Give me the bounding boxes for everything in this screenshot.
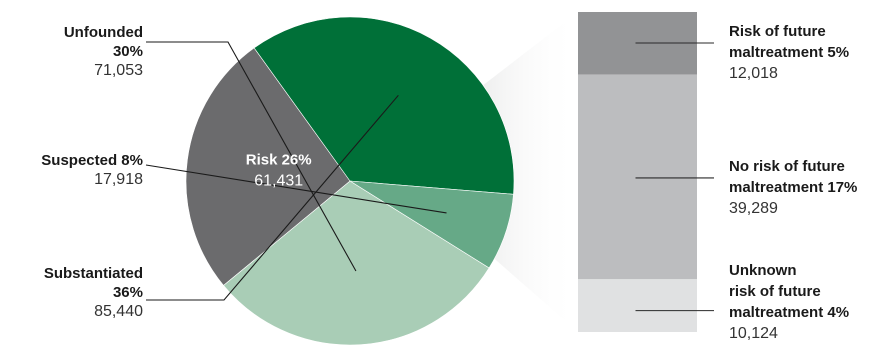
segment-value-unknown-risk-of-future-maltreatment: 10,124 bbox=[729, 325, 778, 342]
leader-line-suspected bbox=[145, 164, 447, 214]
pie-slice-substantiated bbox=[253, 16, 515, 195]
breakdown-segment-no-risk-of-future-maltreatment bbox=[578, 74, 697, 280]
segment-value-risk-of-future-maltreatment: 12,018 bbox=[729, 65, 778, 82]
slice-label-suspected: Suspected 8% bbox=[41, 152, 143, 169]
slice-label-substantiated: Substantiated 36% bbox=[44, 265, 143, 301]
segment-label-no-risk-of-future-maltreatment: No risk of future maltreatment 17% bbox=[729, 158, 857, 196]
pie-slice-unfounded bbox=[223, 180, 490, 346]
slice-value-suspected: 17,918 bbox=[94, 171, 143, 188]
segment-value-no-risk-of-future-maltreatment: 39,289 bbox=[729, 200, 778, 217]
pie-slice-suspected bbox=[349, 180, 514, 269]
breakdown-segment-unknown-risk-of-future-maltreatment bbox=[578, 279, 697, 332]
pie-slice-risk bbox=[185, 47, 351, 286]
slice-value-substantiated: 85,440 bbox=[94, 303, 143, 320]
segment-label-risk-of-future-maltreatment: Risk of future maltreatment 5% bbox=[729, 23, 849, 61]
slice-value-risk: 61,431 bbox=[254, 173, 303, 190]
leader-line-substantiated bbox=[146, 94, 399, 301]
slice-label-risk: Risk 26% bbox=[246, 152, 312, 169]
slice-value-unfounded: 71,053 bbox=[94, 62, 143, 79]
slice-label-unfounded: Unfounded 30% bbox=[64, 24, 143, 60]
segment-label-unknown-risk-of-future-maltreatment: Unknown risk of future maltreatment 4% bbox=[729, 262, 849, 321]
